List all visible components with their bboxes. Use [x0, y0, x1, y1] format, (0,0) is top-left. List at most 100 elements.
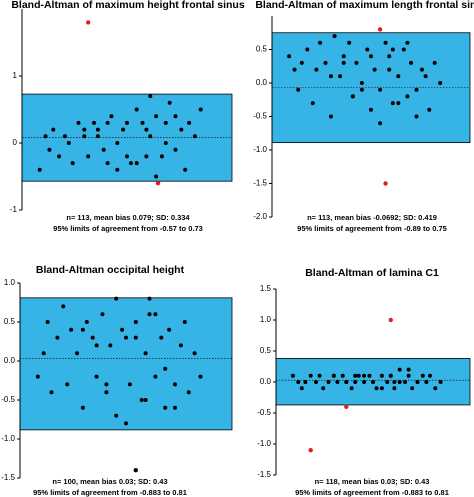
- point: [314, 67, 319, 72]
- point: [344, 380, 349, 384]
- point: [192, 351, 197, 356]
- annotation: n= 118, mean bias 0.03; SD: 0.43: [315, 477, 430, 486]
- point: [403, 380, 408, 384]
- outlier-point: [388, 317, 393, 323]
- point: [148, 134, 153, 139]
- outlier-point: [308, 448, 313, 453]
- point: [62, 134, 67, 139]
- point: [323, 60, 328, 65]
- point: [173, 147, 178, 152]
- point: [372, 67, 377, 72]
- point: [438, 81, 443, 85]
- point: [414, 114, 419, 119]
- point: [359, 81, 364, 85]
- point: [427, 107, 432, 112]
- y-tick-label: -1.0: [253, 145, 267, 154]
- point: [133, 335, 138, 340]
- point: [321, 386, 326, 391]
- point: [396, 101, 401, 106]
- point: [390, 101, 395, 106]
- point: [80, 327, 85, 332]
- point: [367, 373, 372, 378]
- point: [159, 154, 164, 159]
- point: [124, 335, 128, 340]
- point: [182, 320, 187, 324]
- outlier-point: [86, 20, 91, 25]
- point: [378, 121, 383, 126]
- y-tick-label: -0.5: [253, 112, 267, 121]
- point: [331, 373, 336, 378]
- point: [144, 127, 149, 132]
- point: [353, 380, 358, 384]
- y-tick-label: -0.5: [257, 408, 271, 417]
- point: [369, 54, 373, 59]
- point: [287, 54, 292, 59]
- chart-title: Bland-Altman occipital height: [36, 264, 185, 276]
- point: [356, 373, 361, 378]
- y-tick-label: 1.0: [4, 278, 16, 287]
- y-tick-label: -1.0: [257, 439, 271, 448]
- outlier-point: [155, 181, 161, 186]
- point: [45, 320, 50, 324]
- point: [401, 47, 406, 52]
- y-tick-label: -1.5: [253, 179, 267, 188]
- point: [314, 380, 319, 384]
- point: [127, 382, 132, 387]
- point: [405, 94, 410, 99]
- point: [365, 47, 370, 52]
- point: [143, 351, 148, 356]
- point: [318, 40, 323, 45]
- point: [121, 127, 126, 132]
- point: [362, 380, 367, 384]
- point: [69, 327, 74, 332]
- point: [198, 107, 203, 112]
- point: [317, 373, 322, 378]
- point: [198, 374, 203, 379]
- point: [66, 141, 71, 145]
- point: [101, 147, 106, 152]
- point: [125, 120, 129, 125]
- point: [140, 120, 145, 125]
- point: [310, 101, 315, 106]
- point: [105, 120, 110, 125]
- point: [61, 304, 66, 309]
- point: [82, 127, 87, 132]
- point: [383, 40, 388, 45]
- point: [347, 40, 352, 45]
- point: [65, 382, 70, 387]
- annotation: n= 113, mean bias -0.0692; SD: 0.419: [307, 213, 437, 222]
- annotation: n= 100, mean bias 0.03; SD: 0.43: [52, 477, 167, 486]
- point: [340, 373, 345, 378]
- point: [75, 351, 79, 356]
- outlier-point: [377, 27, 383, 32]
- point: [43, 134, 48, 139]
- point: [95, 127, 100, 132]
- point: [406, 373, 411, 378]
- point: [387, 67, 392, 72]
- y-tick-label: 0.0: [4, 356, 16, 365]
- point: [406, 367, 411, 372]
- point: [414, 87, 419, 92]
- point: [427, 373, 432, 378]
- point: [432, 60, 437, 65]
- point: [405, 40, 410, 45]
- y-tick-label: 0: [13, 138, 18, 147]
- point: [178, 343, 183, 348]
- point: [173, 405, 177, 410]
- point: [423, 74, 428, 79]
- point: [128, 161, 133, 166]
- point: [392, 386, 397, 391]
- point: [341, 54, 346, 59]
- point: [409, 60, 414, 65]
- point: [359, 87, 364, 92]
- point: [114, 413, 119, 418]
- y-tick-label: 0.0: [256, 78, 268, 87]
- y-tick-label: -1.0: [1, 434, 15, 443]
- point: [47, 147, 52, 152]
- point: [104, 382, 109, 387]
- point: [290, 373, 295, 378]
- point: [299, 386, 304, 391]
- point: [84, 320, 89, 324]
- point: [387, 54, 392, 59]
